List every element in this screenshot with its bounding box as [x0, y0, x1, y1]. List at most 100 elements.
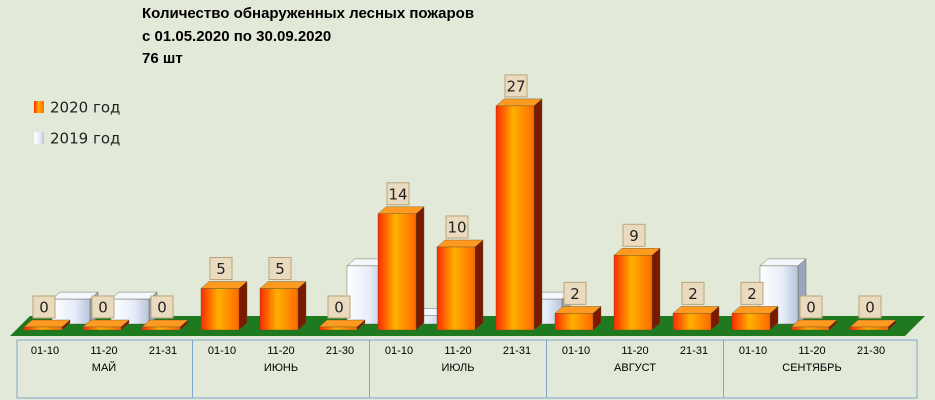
value-label-box [268, 257, 292, 280]
value-label-box [386, 182, 410, 206]
bar-top [318, 319, 366, 328]
bar-top [141, 319, 189, 328]
group-label: МАЙ [92, 361, 116, 374]
bar-top [110, 291, 158, 300]
chart-title: Количество обнаруженных лесных пожаров [142, 5, 474, 22]
group-label: ИЮНЬ [264, 362, 298, 374]
bar-front [318, 326, 358, 331]
bar [82, 319, 130, 331]
bar-side [533, 98, 543, 331]
x-tick-label: 21-31 [503, 345, 531, 357]
value-label-box [327, 295, 351, 319]
bar-front [613, 255, 653, 331]
value-label-box [858, 295, 882, 319]
value-label: 2 [570, 285, 580, 303]
x-tick-label: 11-20 [621, 345, 648, 357]
bar-top [554, 306, 602, 314]
value-label-box [563, 281, 587, 305]
bar [790, 319, 838, 331]
value-label-box [504, 74, 528, 98]
bar-front [436, 246, 476, 331]
bar-top [849, 319, 897, 328]
x-tick-label: 01-10 [562, 345, 590, 357]
bar-top [495, 98, 543, 107]
bar [200, 281, 248, 331]
bar-top [436, 239, 484, 248]
bar-front [731, 313, 771, 331]
value-label: 0 [39, 299, 49, 317]
value-label: 5 [216, 260, 226, 278]
value-label: 0 [865, 299, 875, 317]
bar-top [613, 248, 661, 256]
bar-top [200, 281, 248, 289]
bar-front [23, 326, 63, 331]
annotation: 76 шт [142, 50, 183, 67]
bar [554, 305, 602, 331]
bar-side [297, 281, 307, 331]
bar [23, 319, 71, 331]
bar-front [200, 288, 240, 331]
x-tick-label: 11-20 [90, 345, 117, 357]
chart-subtitle: с 01.05.2020 по 30.09.2020 [142, 28, 331, 45]
value-label-box [622, 223, 646, 247]
bar [318, 319, 366, 331]
value-label-box [91, 295, 115, 319]
bar [141, 319, 189, 331]
value-label-box [681, 281, 705, 305]
bar-front [672, 313, 712, 331]
value-label: 0 [98, 299, 108, 317]
value-label-box [32, 295, 56, 319]
bar-side [415, 206, 425, 331]
value-label: 2 [747, 285, 757, 303]
x-tick-label: 01-10 [31, 345, 59, 357]
x-tick-label: 21-30 [857, 345, 885, 357]
value-label-box [150, 295, 174, 319]
bar-front [51, 298, 91, 325]
legend-label: 2020 год [50, 99, 120, 117]
group-label: ИЮЛЬ [442, 362, 475, 374]
x-tick-label: 01-10 [385, 345, 413, 357]
bar-top [23, 319, 71, 328]
bar-front [790, 326, 830, 331]
bar-top [82, 319, 130, 328]
x-tick-label: 01-10 [208, 345, 236, 357]
bar-front [141, 326, 181, 331]
value-label-box [740, 281, 764, 305]
bar-front [849, 326, 889, 331]
x-tick-label: 21-31 [680, 345, 708, 357]
bar-side [238, 281, 248, 331]
bar [436, 239, 484, 331]
bar [259, 281, 307, 331]
bar-top [377, 206, 425, 215]
value-label: 0 [157, 299, 167, 317]
x-tick-label: 11-20 [267, 345, 294, 357]
value-label: 27 [506, 77, 525, 95]
value-label: 9 [629, 227, 639, 245]
x-tick-label: 11-20 [798, 345, 825, 357]
bar-front [495, 105, 535, 331]
value-label-box [445, 215, 469, 239]
x-tick-label: 01-10 [739, 345, 767, 357]
value-label: 2 [688, 285, 698, 303]
bar [849, 319, 897, 331]
bar-front [259, 288, 299, 331]
bar [110, 291, 158, 325]
bar-top [259, 281, 307, 289]
bar-top [790, 319, 838, 328]
bar-side [474, 239, 484, 331]
bar [495, 98, 543, 331]
bar-side [651, 247, 661, 331]
legend-swatch [34, 132, 44, 144]
value-label: 5 [275, 260, 285, 278]
legend-label: 2019 год [50, 130, 120, 148]
value-label: 14 [388, 185, 407, 203]
value-label: 10 [447, 219, 466, 237]
x-tick-label: 21-31 [149, 345, 177, 357]
bar-front [377, 213, 417, 331]
group-label: СЕНТЯБРЬ [782, 362, 841, 374]
bar-front [82, 326, 122, 331]
bar-top [51, 291, 99, 300]
bar-top [759, 258, 807, 267]
bar-front [554, 313, 594, 331]
bar [613, 247, 661, 331]
